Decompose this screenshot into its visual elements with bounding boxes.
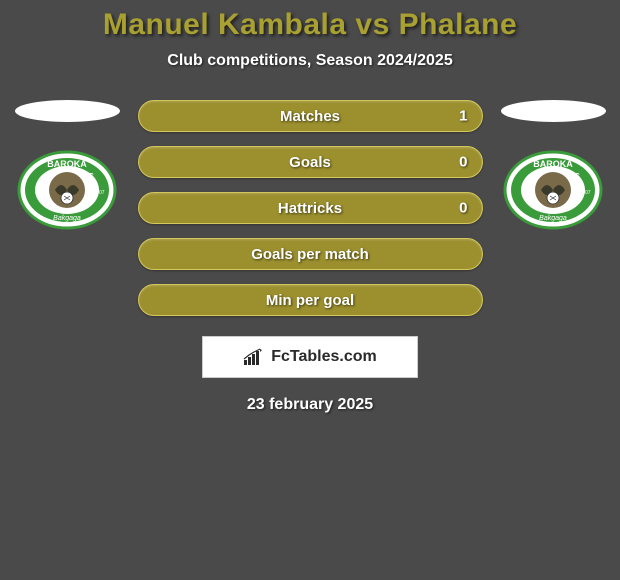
stat-label: Goals [289,154,331,171]
stat-label: Min per goal [266,292,354,309]
right-player-column: BAROKA FC Bakgaga 2007 [501,100,606,230]
stat-value-right: 1 [459,108,467,125]
svg-text:2007: 2007 [93,190,104,196]
stat-value-right: 0 [459,154,467,171]
stat-value-right: 0 [459,200,467,217]
stat-bar-goals: Goals 0 [138,146,483,178]
main-row: BAROKA FC Bakgaga 2007 Matches 1 Goals 0… [0,100,620,316]
svg-text:Bakgaga: Bakgaga [539,215,567,222]
bar-chart-icon [243,348,265,366]
svg-text:Bakgaga: Bakgaga [53,215,81,222]
left-club-badge: BAROKA FC Bakgaga 2007 [17,150,117,230]
right-club-badge: BAROKA FC Bakgaga 2007 [503,150,603,230]
left-player-column: BAROKA FC Bakgaga 2007 [15,100,120,230]
stats-column: Matches 1 Goals 0 Hattricks 0 Goals per … [138,100,483,316]
stat-bar-min-per-goal: Min per goal [138,284,483,316]
svg-text:BAROKA: BAROKA [533,159,573,169]
svg-text:FC: FC [570,173,579,180]
date-line: 23 february 2025 [0,396,620,414]
left-player-avatar-placeholder [15,100,120,122]
stat-label: Matches [280,108,340,125]
svg-text:2007: 2007 [579,190,590,196]
stat-label: Goals per match [251,246,369,263]
right-player-avatar-placeholder [501,100,606,122]
svg-text:BAROKA: BAROKA [47,159,87,169]
stat-label: Hattricks [278,200,342,217]
stat-bar-hattricks: Hattricks 0 [138,192,483,224]
branding-box[interactable]: FcTables.com [202,336,418,378]
svg-text:FC: FC [84,173,93,180]
stat-bar-goals-per-match: Goals per match [138,238,483,270]
stat-bar-matches: Matches 1 [138,100,483,132]
comparison-card: Manuel Kambala vs Phalane Club competiti… [0,0,620,414]
baroka-fc-badge-icon: BAROKA FC Bakgaga 2007 [17,150,117,230]
page-title: Manuel Kambala vs Phalane [0,8,620,42]
baroka-fc-badge-icon: BAROKA FC Bakgaga 2007 [503,150,603,230]
brand-text: FcTables.com [271,348,377,366]
subtitle: Club competitions, Season 2024/2025 [0,52,620,70]
